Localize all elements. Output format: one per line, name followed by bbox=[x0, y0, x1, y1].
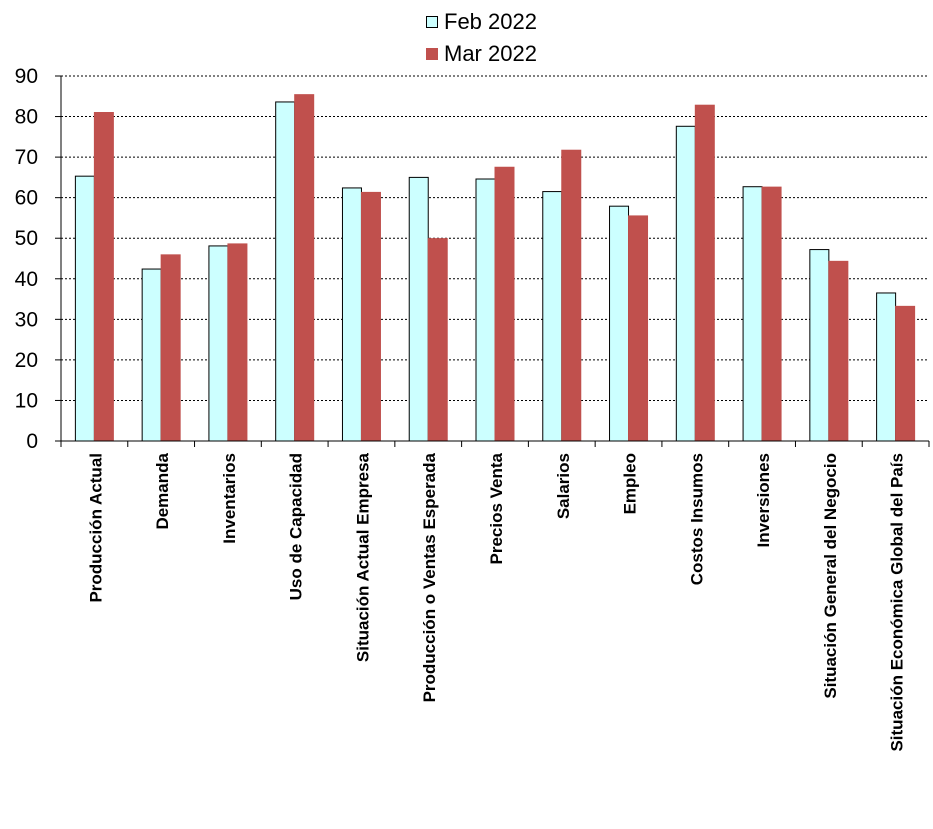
bars bbox=[74, 94, 916, 442]
legend-label-feb: Feb 2022 bbox=[444, 9, 537, 34]
axes bbox=[60, 76, 930, 447]
bar-feb-2022 bbox=[408, 176, 429, 442]
bar-feb-2022 bbox=[809, 249, 830, 442]
bar-feb-2022 bbox=[675, 125, 696, 442]
legend-swatch-feb bbox=[426, 16, 438, 28]
y-tick-label: 80 bbox=[15, 106, 38, 129]
bar-mar-2022 bbox=[294, 94, 315, 442]
y-tick-label: 20 bbox=[15, 349, 38, 372]
x-tick-label: Precios Venta bbox=[487, 452, 506, 564]
x-tick-label: Producción Actual bbox=[86, 453, 105, 603]
bar-feb-2022 bbox=[208, 245, 229, 442]
x-axis-labels: Producción Actual Demanda Inventarios Uso d… bbox=[86, 452, 906, 751]
y-tick-label: 30 bbox=[15, 308, 38, 331]
x-tick-label: Salarios bbox=[554, 453, 573, 519]
x-tick-label: Situación Económica Global del País bbox=[888, 453, 907, 752]
x-tick-label: Situación General del Negocio bbox=[821, 453, 840, 699]
bar-feb-2022 bbox=[542, 191, 563, 442]
y-axis-ticks: 0 10 20 30 40 50 60 70 80 90 bbox=[15, 65, 61, 453]
y-tick-label: 60 bbox=[15, 187, 38, 210]
bar-mar-2022 bbox=[828, 260, 849, 442]
bar-mar-2022 bbox=[561, 149, 582, 442]
bar-feb-2022 bbox=[141, 268, 162, 442]
bar-mar-2022 bbox=[227, 243, 248, 442]
bar-feb-2022 bbox=[876, 292, 897, 442]
bar-feb-2022 bbox=[341, 187, 362, 442]
bar-mar-2022 bbox=[694, 104, 715, 442]
x-tick-label: Producción o Ventas Esperada bbox=[420, 452, 439, 702]
x-tick-label: Demanda bbox=[153, 452, 172, 529]
bar-feb-2022 bbox=[475, 178, 496, 442]
x-tick-label: Costos Insumos bbox=[687, 453, 706, 585]
x-tick-label: Inventarios bbox=[220, 453, 239, 544]
y-tick-label: 70 bbox=[15, 146, 38, 169]
y-tick-label: 90 bbox=[15, 65, 38, 88]
bar-mar-2022 bbox=[160, 254, 181, 442]
bar-feb-2022 bbox=[275, 101, 296, 442]
bar-mar-2022 bbox=[895, 305, 916, 442]
bar-feb-2022 bbox=[609, 205, 630, 442]
bar-mar-2022 bbox=[93, 112, 114, 442]
bar-mar-2022 bbox=[360, 191, 381, 442]
bar-mar-2022 bbox=[628, 215, 649, 442]
bar-feb-2022 bbox=[742, 186, 763, 442]
y-tick-label: 40 bbox=[15, 268, 38, 291]
bar-mar-2022 bbox=[761, 186, 782, 442]
bar-mar-2022 bbox=[427, 238, 448, 442]
x-tick-label: Inversiones bbox=[754, 453, 773, 548]
x-tick-label: Uso de Capacidad bbox=[287, 453, 306, 600]
bar-feb-2022 bbox=[74, 175, 95, 442]
y-tick-label: 50 bbox=[15, 227, 38, 250]
y-tick-label: 0 bbox=[26, 430, 38, 453]
x-tick-label: Situación Actual Empresa bbox=[353, 452, 372, 662]
legend: Feb 2022 Mar 2022 bbox=[426, 6, 537, 70]
bar-mar-2022 bbox=[494, 166, 515, 442]
legend-item-feb: Feb 2022 bbox=[426, 6, 537, 38]
legend-swatch-mar bbox=[426, 48, 438, 60]
x-tick-label: Empleo bbox=[621, 453, 640, 514]
legend-item-mar: Mar 2022 bbox=[426, 38, 537, 70]
y-tick-label: 10 bbox=[15, 389, 38, 412]
legend-label-mar: Mar 2022 bbox=[444, 41, 537, 66]
